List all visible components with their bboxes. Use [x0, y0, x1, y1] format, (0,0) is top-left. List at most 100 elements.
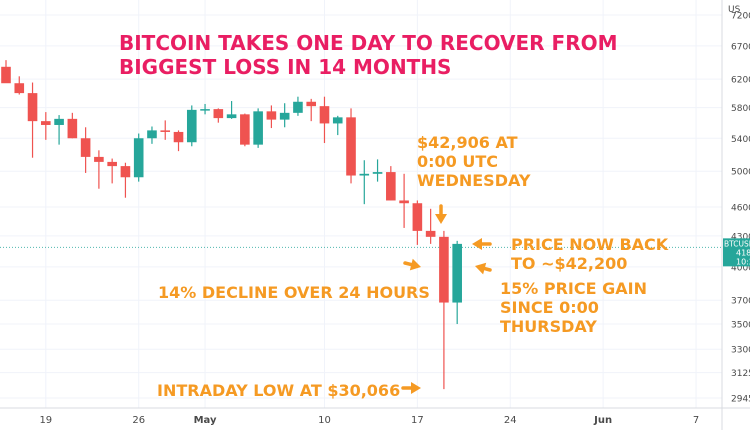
y-tick-label: 4000 [731, 263, 750, 273]
candle [186, 105, 197, 147]
price-tag-bg [723, 238, 750, 267]
candle [213, 108, 224, 123]
annotation-arrow [403, 258, 421, 271]
candle-body [439, 236, 449, 303]
candle [359, 160, 370, 205]
candle [80, 127, 91, 173]
candle [54, 115, 64, 145]
x-tick-label: 7 [693, 415, 699, 426]
candle-body [386, 172, 396, 201]
arrow-head [435, 214, 447, 224]
candle [386, 166, 396, 201]
candle-body [27, 93, 38, 122]
candle-body [147, 130, 157, 139]
candle [306, 98, 317, 122]
candle-body [412, 203, 423, 231]
candle [346, 108, 356, 184]
candle-body [160, 130, 171, 132]
candle-body [346, 117, 356, 176]
annotation-gain: 15% PRICE GAIN SINCE 0:00 THURSDAY [500, 279, 647, 336]
annotation-arrow [472, 238, 492, 250]
candle [41, 112, 51, 140]
y-tick-label: 5800 [731, 104, 750, 114]
candle [279, 103, 290, 128]
annotation-title: BITCOIN TAKES ONE DAY TO RECOVER FROM BIG… [119, 31, 618, 79]
candle-body [67, 118, 78, 139]
candle [452, 240, 462, 325]
candle-body [94, 156, 104, 162]
y-tick-label: 3125 [731, 369, 750, 379]
annotation-line: 14% DECLINE OVER 24 HOURS [158, 283, 430, 302]
annotation-line: $42,906 AT [417, 133, 518, 152]
candles [1, 60, 462, 390]
candle-body [41, 121, 51, 125]
x-tick-label: 24 [504, 415, 517, 426]
annotation-wed-open: $42,906 AT 0:00 UTC WEDNESDAY [417, 133, 531, 190]
candle-body [107, 161, 117, 167]
candle [1, 60, 11, 84]
candle-body [425, 230, 436, 237]
y-tick-label: 6200 [731, 76, 750, 86]
candle-body [399, 200, 409, 204]
arrow-head [475, 262, 487, 275]
price-axis[interactable]: 7200 6700 6200 5800 5400 5000 4600 4300 4000 3700… [721, 0, 750, 430]
annotation-line: WEDNESDAY [417, 171, 531, 190]
arrow-head [472, 238, 482, 250]
annotation-line: SINCE 0:00 [500, 298, 599, 317]
arrow-head [409, 258, 421, 271]
x-tick-label: Jun [593, 415, 612, 426]
y-tick-label: 3300 [731, 346, 750, 356]
annotation-line: 0:00 UTC [417, 152, 498, 171]
candle [67, 112, 78, 139]
x-tick-label: May [194, 415, 217, 426]
candle [120, 162, 131, 198]
candle [372, 159, 383, 182]
y-tick-label: 3700 [731, 297, 750, 307]
candle-body [319, 106, 330, 124]
annotation-line: PRICE NOW BACK [511, 235, 669, 254]
candle [107, 158, 117, 184]
y-tick-label: 6700 [731, 42, 750, 52]
time-axis[interactable]: 19 26 May 10 17 24 Jun 7 [0, 407, 750, 426]
candle-body [54, 118, 64, 125]
candle [94, 150, 104, 189]
candle-body [186, 109, 197, 143]
candle-body [293, 101, 303, 113]
y-tick-label: 4300 [731, 232, 750, 242]
candle [226, 101, 237, 119]
annotations: BITCOIN TAKES ONE DAY TO RECOVER FROM BIG… [119, 31, 669, 400]
candle [27, 82, 38, 158]
price-tag-time: 10:2 [736, 257, 750, 266]
candle-body [253, 111, 263, 145]
candle [14, 76, 25, 95]
candle-body [80, 138, 91, 157]
annotation-line: THURSDAY [500, 317, 597, 336]
candle [439, 230, 449, 390]
candle-body [452, 243, 462, 303]
candle-body [14, 83, 25, 94]
axis-corner-label: US [728, 5, 741, 15]
annotation-price-now: PRICE NOW BACK TO ~$42,200 [511, 235, 669, 273]
annotation-line: BITCOIN TAKES ONE DAY TO RECOVER FROM [119, 31, 618, 55]
candle [200, 103, 210, 115]
annotation-arrow [435, 204, 447, 224]
candle-body [120, 166, 131, 178]
candle-body [240, 114, 250, 145]
price-tag-symbol: BTCUSD [724, 239, 750, 248]
annotation-line: BIGGEST LOSS IN 14 MONTHS [119, 55, 451, 79]
candle [253, 108, 263, 148]
candle-body [213, 109, 224, 119]
candle-body [133, 138, 144, 178]
btcusd-price-tag: BTCUSD418610:2 [723, 238, 750, 267]
candle [240, 113, 250, 147]
arrow-head [411, 382, 421, 394]
annotation-low: INTRADAY LOW AT $30,066 [157, 381, 400, 400]
candle-body [306, 101, 317, 107]
candle [399, 173, 409, 228]
annotation-arrow [401, 382, 421, 394]
x-tick-label: 17 [411, 415, 424, 426]
y-tick-label: 3500 [731, 321, 750, 331]
y-tick-label: 5400 [731, 135, 750, 145]
